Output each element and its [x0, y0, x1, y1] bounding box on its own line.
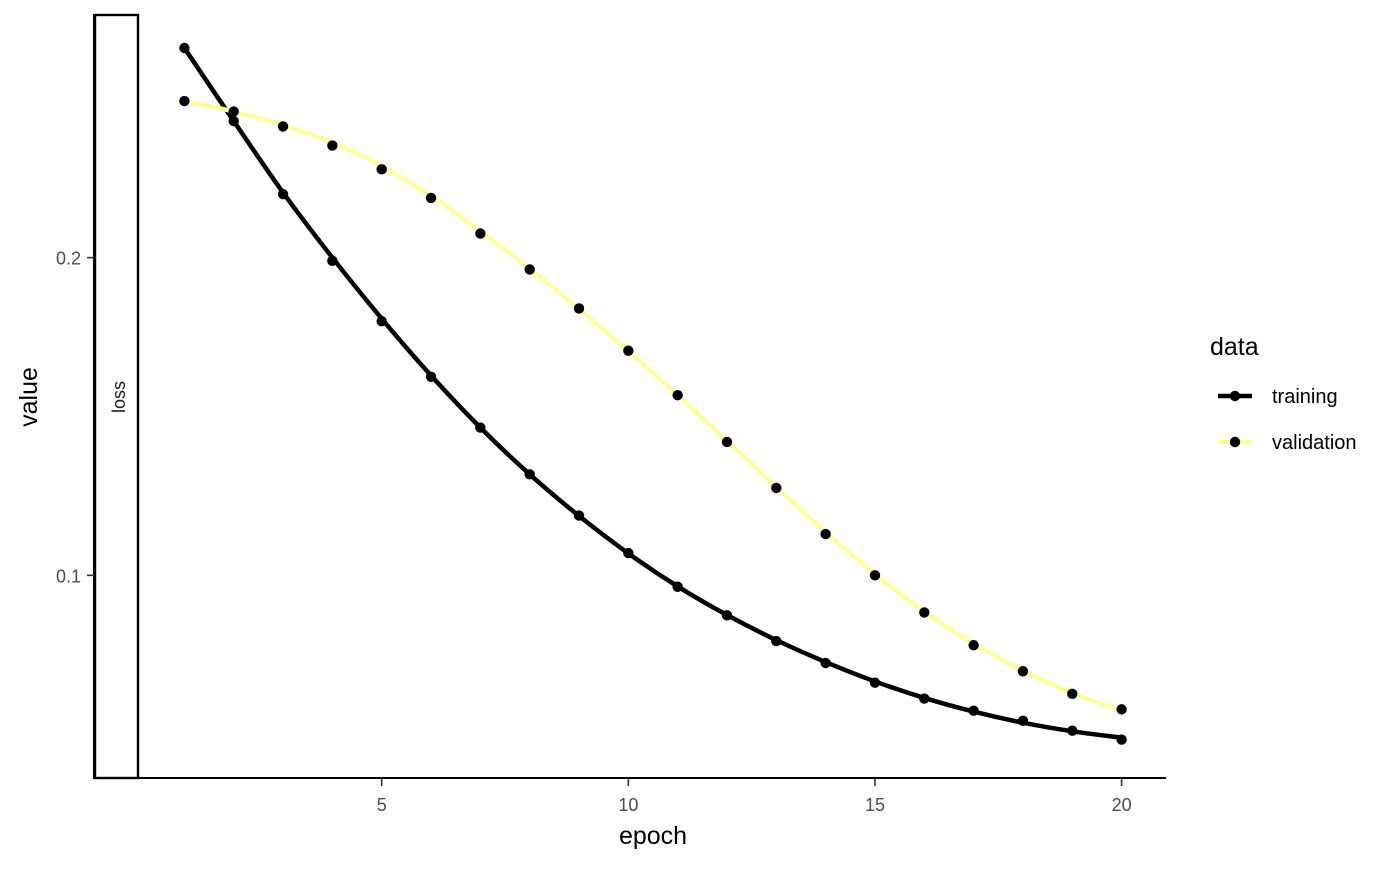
legend-item-validation: validation — [1218, 432, 1357, 454]
x-axis-tick-label: 20 — [1112, 795, 1132, 815]
training-data-point — [1116, 734, 1127, 745]
training-data-point — [721, 610, 733, 621]
training-data-point — [277, 188, 289, 200]
training-data-point — [327, 255, 338, 267]
x-axis-ticks: 5 10 15 20 — [377, 779, 1132, 815]
training-data-point — [869, 677, 881, 688]
training-data-point — [623, 547, 634, 559]
validation-data-point — [1067, 688, 1078, 700]
validation-data-point — [968, 640, 979, 651]
training-data-point — [179, 42, 190, 54]
training-data-point — [1067, 725, 1078, 736]
axes: 5 10 15 20 0.1 0.2 — [56, 14, 1166, 815]
validation-data-point — [1116, 704, 1127, 715]
validation-data-point — [376, 164, 387, 175]
validation-data-point — [869, 570, 881, 581]
validation-smoothed-line — [182, 98, 1124, 713]
x-axis-tick-label: 15 — [865, 795, 885, 815]
validation-data-point — [1017, 666, 1029, 677]
validation-data-point — [277, 121, 289, 132]
training-data-point — [820, 657, 831, 669]
facet-strip-label: loss — [109, 381, 129, 413]
facet-strip: loss — [93, 13, 140, 780]
y-axis-tick-label: 0.1 — [56, 566, 81, 586]
legend: data training validation — [1210, 333, 1357, 454]
x-axis-tick-label: 5 — [377, 795, 387, 815]
training-data-point — [376, 315, 387, 327]
legend-validation-point — [1229, 436, 1241, 448]
validation-data-point — [524, 264, 535, 275]
validation-data-point — [771, 482, 782, 494]
validation-data-point — [179, 95, 190, 107]
training-data-point — [968, 705, 979, 716]
training-data-point — [425, 371, 437, 382]
training-data-point — [228, 115, 239, 127]
points-layer — [179, 42, 1127, 745]
x-axis-title: epoch — [619, 822, 687, 850]
x-axis-tick-label: 10 — [618, 795, 638, 815]
validation-data-point — [228, 106, 239, 117]
training-data-point — [524, 469, 535, 480]
legend-item-training: training — [1218, 386, 1338, 408]
y-axis-tick-label: 0.2 — [56, 249, 81, 269]
plot-area — [179, 42, 1127, 745]
training-data-point — [672, 581, 683, 592]
validation-data-point — [475, 228, 486, 239]
legend-title: data — [1210, 333, 1259, 361]
legend-training-point — [1229, 390, 1241, 402]
validation-data-point — [623, 345, 634, 356]
validation-data-point — [327, 140, 338, 151]
validation-data-point — [721, 436, 733, 448]
validation-data-point — [820, 528, 831, 540]
y-axis-title: value — [15, 367, 43, 427]
training-smoothed-line — [182, 45, 1124, 740]
legend-training-label: training — [1272, 386, 1338, 408]
validation-data-point — [672, 390, 683, 401]
validation-data-point — [425, 192, 437, 204]
training-data-point — [475, 422, 486, 433]
training-data-point — [919, 693, 930, 704]
legend-validation-label: validation — [1272, 432, 1357, 454]
training-data-point — [573, 510, 585, 521]
training-data-point — [771, 635, 782, 647]
validation-data-point — [919, 607, 930, 618]
validation-data-point — [573, 303, 585, 314]
series-layer — [182, 45, 1124, 740]
y-axis-ticks: 0.1 0.2 — [56, 249, 94, 586]
legend-items: training validation — [1218, 386, 1357, 454]
training-data-point — [1017, 715, 1029, 727]
